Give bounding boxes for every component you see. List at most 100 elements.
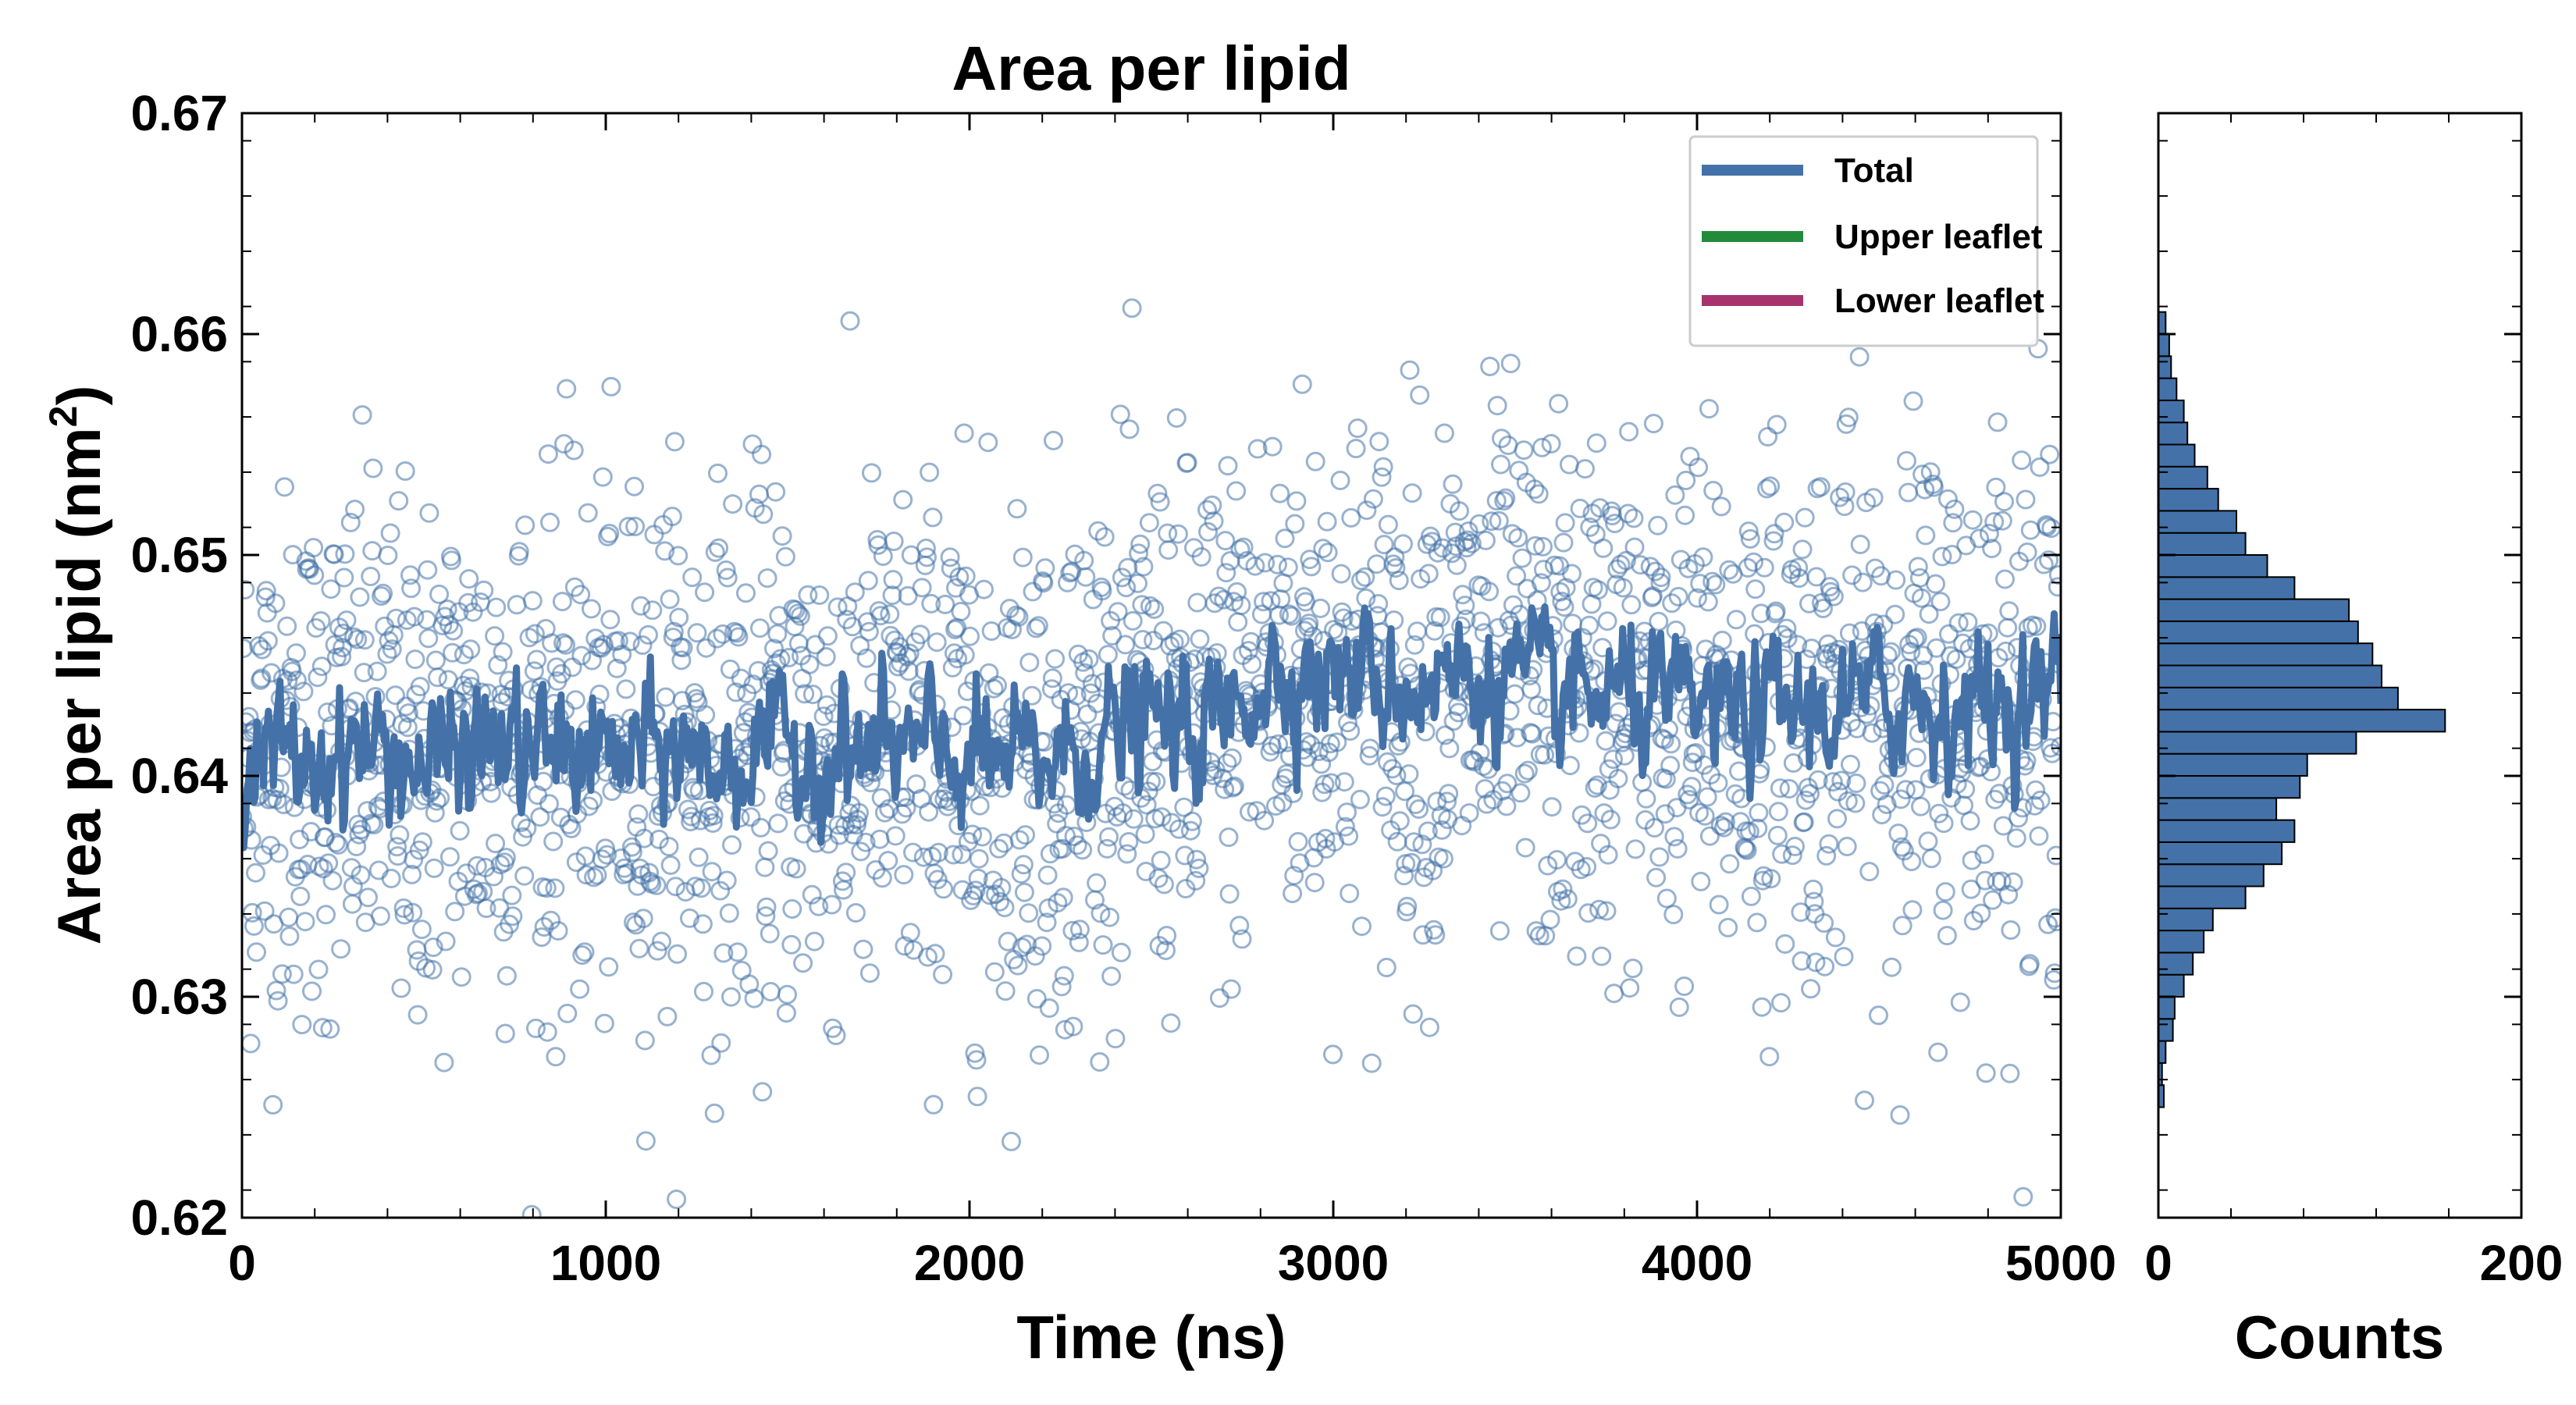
scatter-point (286, 670, 307, 690)
scatter-point (485, 626, 505, 646)
scatter-point (439, 847, 460, 867)
scatter-point (1418, 564, 1439, 584)
scatter-point (275, 477, 294, 497)
scatter-point (1186, 870, 1206, 891)
scatter-point (1711, 496, 1731, 517)
scatter-point (878, 851, 898, 871)
main-axis-ticks: 0 1000 2000 3000 4000 5000 0.62 0.63 0.64 0.65 0.6… (130, 85, 2116, 1291)
scatter-point (910, 624, 930, 645)
scatter-point (1037, 912, 1057, 933)
scatter-point (1374, 535, 1394, 555)
scatter-point (634, 828, 654, 848)
y-tick-label: 0.62 (130, 1190, 228, 1246)
scatter-point (1008, 955, 1028, 976)
scatter-point (1763, 531, 1784, 551)
scatter-point (1497, 774, 1517, 794)
scatter-point (1009, 830, 1030, 850)
scatter-point (308, 667, 328, 688)
legend: Total Upper leaflet Lower leaflet (1688, 135, 2044, 347)
scatter-point (1569, 723, 1589, 743)
scatter-point (694, 981, 713, 1001)
scatter-point (1902, 900, 1923, 920)
scatter-point (1827, 809, 1847, 829)
scatter-point (1413, 925, 1433, 945)
scatter-point (1313, 539, 1333, 559)
scatter-point (1400, 360, 1420, 380)
scatter-point (1375, 786, 1396, 806)
scatter-point (387, 837, 407, 857)
scatter-point (1775, 934, 1795, 954)
scatter-point (1048, 893, 1068, 913)
scatter-point (1998, 884, 2019, 905)
scatter-point (1419, 1017, 1439, 1037)
scatter-point (704, 1103, 724, 1123)
scatter-point (1792, 539, 1813, 560)
scatter-point (688, 847, 709, 867)
scatter-point (1916, 525, 1936, 546)
scatter-point (345, 500, 365, 520)
scatter-point (326, 833, 346, 852)
scatter-point (1688, 588, 1707, 608)
scatter-point (1688, 457, 1709, 478)
scatter-point (1695, 806, 1715, 826)
scatter-point (925, 944, 945, 964)
scatter-point (454, 645, 474, 665)
y-axis-label-close: ) (44, 386, 113, 406)
scatter-point (1890, 1105, 1910, 1125)
scatter-point (1333, 608, 1354, 628)
scatter-point (1553, 532, 1574, 553)
scatter-point (418, 560, 438, 580)
scatter-point (954, 423, 974, 443)
scatter-point (1321, 773, 1341, 793)
scatter-point (1986, 477, 2006, 497)
scatter-point (1197, 500, 1217, 520)
scatter-point (1037, 865, 1058, 885)
scatter-point (2017, 542, 2037, 562)
scatter-point (1679, 790, 1699, 809)
scatter-point (1456, 609, 1476, 629)
scatter-point (655, 541, 675, 561)
scatter-point (1808, 770, 1828, 790)
scatter-point (631, 596, 651, 616)
scatter-point (1585, 778, 1605, 798)
scatter-point (607, 658, 627, 678)
scatter-point (258, 631, 278, 651)
scatter-point (437, 599, 457, 620)
scatter-point (617, 863, 637, 884)
scatter-point (488, 655, 508, 675)
scatter-point (1774, 512, 1795, 532)
scatter-point (1215, 779, 1235, 799)
scatter-point (2044, 969, 2061, 990)
scatter-point (1386, 558, 1406, 578)
scatter-point (859, 621, 879, 642)
scatter-point (394, 905, 415, 925)
scatter-point (428, 667, 447, 688)
scatter-point (1777, 618, 1797, 638)
scatter-point (1471, 611, 1491, 631)
scatter-point (1761, 869, 1781, 889)
scatter-point (1614, 745, 1635, 766)
scatter-point (1376, 958, 1397, 977)
scatter-point (813, 706, 834, 727)
scatter-point (386, 685, 405, 706)
scatter-point (2045, 908, 2061, 928)
scatter-point (814, 728, 834, 749)
scatter-point (1764, 524, 1784, 544)
scatter-point (1022, 685, 1042, 706)
scatter-point (717, 870, 737, 891)
scatter-point (1340, 721, 1361, 741)
scatter-point (419, 503, 439, 523)
scatter-point (2012, 450, 2032, 471)
scatter-point (1806, 952, 1826, 973)
scatter-point (788, 603, 808, 624)
scatter-point (1745, 579, 1766, 599)
scatter-point (984, 678, 1004, 699)
scatter-point (1881, 957, 1902, 977)
scatter-point (1143, 752, 1163, 772)
scatter-point (545, 878, 565, 898)
scatter-point (1278, 557, 1298, 578)
scatter-point (2044, 963, 2061, 984)
scatter-point (728, 627, 749, 647)
scatter-point (625, 517, 646, 536)
scatter-point (967, 1087, 987, 1107)
